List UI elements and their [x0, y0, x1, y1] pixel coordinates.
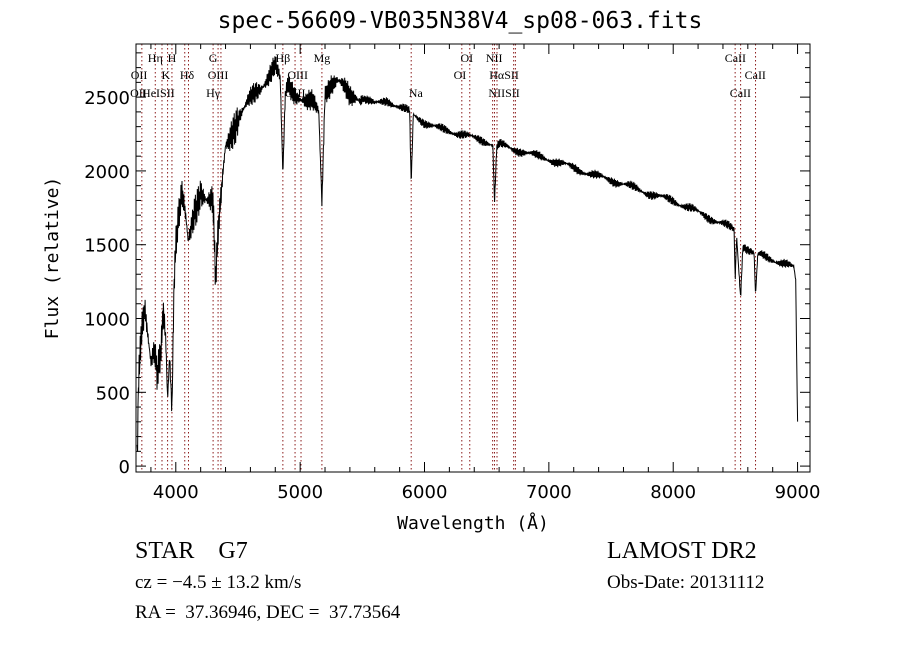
line-label: Na: [409, 86, 424, 100]
line-label: CaII: [725, 51, 746, 65]
line-label: OII: [131, 68, 148, 82]
line-label: CaII: [730, 86, 751, 100]
chart-title: spec-56609-VB035N38V4_sp08-063.fits: [217, 8, 703, 34]
line-label: OI: [454, 68, 467, 82]
redshift-velocity: cz = −4.5 ± 13.2 km/s: [135, 572, 302, 593]
x-tick-label: 7000: [526, 482, 572, 503]
line-label: Hβ: [275, 51, 290, 65]
line-label: G: [209, 51, 218, 65]
plot-frame: [135, 43, 811, 473]
x-tick-label: 9000: [775, 482, 821, 503]
x-tick-label: 5000: [277, 482, 323, 503]
x-axis-label: Wavelength (Å): [397, 512, 549, 534]
line-label: NIISII: [488, 86, 519, 100]
line-label: CaII: [745, 68, 766, 82]
line-label: Hδ: [180, 68, 195, 82]
spectrum-line: [136, 56, 799, 452]
line-label: OIII: [208, 68, 229, 82]
x-tick-label: 6000: [402, 482, 448, 503]
line-label: Hγ: [206, 86, 221, 100]
x-tick-label: 8000: [650, 482, 696, 503]
y-tick-label: 1000: [84, 310, 130, 331]
y-tick-label: 1500: [84, 236, 130, 257]
y-tick-label: 500: [96, 383, 130, 404]
line-label: OIII: [287, 68, 308, 82]
line-label: H: [168, 51, 177, 65]
y-axis-label: Flux (relative): [42, 177, 63, 340]
y-tick-label: 0: [119, 457, 130, 478]
x-tick-label: 4000: [153, 482, 199, 503]
line-label: HαSII: [489, 68, 519, 82]
line-label: Mg: [314, 51, 331, 65]
line-label: OI: [460, 51, 473, 65]
line-label: Hη: [148, 51, 163, 65]
y-tick-label: 2500: [84, 88, 130, 109]
line-label: HeISII: [142, 86, 175, 100]
coordinates: RA = 37.36946, DEC = 37.73564: [135, 602, 401, 623]
line-label: OIII: [285, 86, 306, 100]
object-class: STAR G7: [135, 538, 248, 564]
observation-date: Obs-Date: 20131112: [607, 572, 765, 593]
line-label: NII: [486, 51, 503, 65]
survey-name: LAMOST DR2: [607, 538, 757, 564]
line-label: K: [162, 68, 171, 82]
line-label: OII: [130, 86, 147, 100]
y-tick-label: 2000: [84, 162, 130, 183]
